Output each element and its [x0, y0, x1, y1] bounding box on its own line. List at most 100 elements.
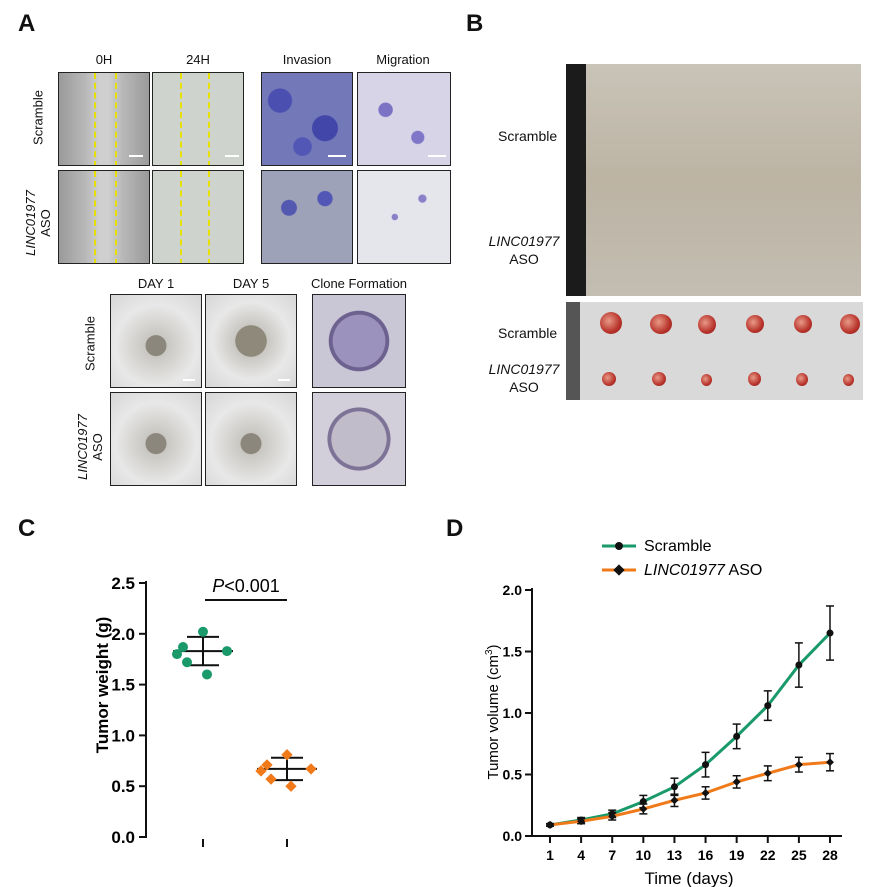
photo-tumors	[566, 302, 863, 400]
invasion-scramble	[261, 72, 353, 166]
header-24h: 24H	[186, 52, 210, 67]
d-y-tick-label: 0.0	[503, 828, 523, 844]
chart-tumor-weight: 0.0 0.5 1.0 1.5 2.0 2.5 Tumor weight (g) P<0.…	[93, 574, 317, 847]
wound-edge	[180, 73, 182, 165]
scale-bar	[129, 155, 143, 157]
d-point	[794, 760, 803, 769]
label-aso-tumors-gene: LINC01977	[488, 361, 560, 377]
c-p-annotation: P<0.001	[212, 576, 280, 596]
migration-aso	[357, 170, 451, 264]
wound-edge	[180, 171, 182, 263]
tumor	[650, 314, 672, 334]
c-y-tick-label: 0.5	[111, 777, 135, 796]
wound-edge	[94, 73, 96, 165]
d-point	[546, 820, 554, 829]
c-y-axis-label: Tumor weight (g)	[93, 617, 112, 754]
d-point	[733, 732, 741, 740]
tumor	[602, 372, 616, 386]
row-label-aso-suffix-2: ASO	[90, 433, 105, 461]
invasion-aso	[261, 170, 353, 264]
d-y-axis-label: Tumor volume (cm3)	[484, 644, 502, 779]
wound-edge	[115, 73, 117, 165]
c-p-italic: P	[212, 576, 224, 596]
tumor	[701, 374, 712, 386]
spheroid-day1-aso	[110, 392, 202, 486]
d-x-tick-label: 13	[667, 847, 683, 863]
c-point	[265, 773, 277, 785]
d-x-tick-label: 22	[760, 847, 776, 863]
legend-text-aso-suffix: ASO	[725, 562, 762, 579]
d-x-tick-label: 4	[577, 847, 585, 863]
wound-24h-aso	[152, 170, 244, 264]
row-label-scramble-2: Scramble	[82, 316, 98, 371]
d-x-tick-label: 1	[546, 847, 554, 863]
wound-edge	[208, 171, 210, 263]
tumor	[698, 315, 716, 334]
tumor	[652, 372, 666, 386]
scale-bar	[225, 155, 239, 157]
header-clone-formation: Clone Formation	[310, 276, 408, 291]
spheroid-day5-aso	[205, 392, 297, 486]
row-label-aso-suffix: ASO	[38, 209, 53, 237]
legend-text-aso: LINC01977 ASO	[644, 562, 762, 579]
row-label-aso: LINC01977 ASO	[23, 173, 53, 273]
wound-24h-scramble	[152, 72, 244, 166]
d-point	[701, 788, 710, 797]
d-y-tick-label: 1.0	[503, 705, 523, 721]
c-marks	[172, 626, 317, 792]
tumor	[840, 314, 860, 334]
header-day5: DAY 5	[232, 276, 270, 291]
legend-text-aso-gene: LINC01977	[644, 562, 726, 579]
c-axes: 0.0 0.5 1.0 1.5 2.0 2.5	[111, 574, 288, 847]
legend-marker-scramble	[615, 542, 623, 550]
header-invasion: Invasion	[282, 52, 332, 67]
chart-tumor-volume: Scramble LINC01977 ASO 0.0 0.5 1.0 1.5 2.0 1 4…	[484, 538, 842, 887]
label-aso-mice: LINC01977 ASO	[486, 232, 562, 268]
c-point	[198, 626, 208, 637]
c-point	[178, 642, 188, 653]
d-ylabel-end: )	[485, 644, 502, 649]
clone-aso	[312, 392, 406, 486]
c-point	[172, 649, 182, 660]
d-y-tick-label: 2.0	[503, 582, 523, 598]
tumor	[796, 373, 808, 386]
d-series-line	[549, 760, 831, 827]
tumor	[843, 374, 854, 386]
c-point	[305, 763, 317, 775]
d-point	[826, 629, 834, 637]
d-x-axis-label: Time (days)	[644, 869, 733, 887]
row-label-scramble: Scramble	[30, 90, 46, 145]
panel-label-b: B	[466, 10, 484, 37]
c-point	[285, 780, 297, 792]
tumor	[748, 372, 761, 386]
label-scramble-tumors: Scramble	[498, 325, 558, 341]
header-0h: 0H	[95, 52, 113, 67]
d-point	[732, 777, 741, 786]
row-label-aso-gene-2: LINC01977	[75, 414, 90, 480]
spheroid-day5-scramble	[205, 294, 297, 388]
d-point	[795, 661, 803, 669]
d-point	[764, 702, 772, 710]
d-x-tick-label: 16	[698, 847, 714, 863]
header-day1: DAY 1	[137, 276, 175, 291]
label-scramble-mice: Scramble	[498, 128, 558, 144]
label-aso-mice-suffix: ASO	[509, 251, 539, 267]
d-axes: 0.0 0.5 1.0 1.5 2.0 1 4 7 10 13 16 19 22 25 28	[503, 582, 842, 863]
scale-bar	[328, 155, 346, 157]
header-migration: Migration	[376, 52, 430, 67]
d-marks	[546, 605, 834, 829]
label-aso-mice-gene: LINC01977	[488, 233, 560, 249]
panel-label-a: A	[18, 10, 36, 37]
label-aso-tumors-suffix: ASO	[509, 379, 539, 395]
d-point	[639, 804, 648, 813]
d-series-line	[549, 632, 832, 827]
d-x-tick-label: 19	[729, 847, 745, 863]
scale-bar	[278, 379, 290, 381]
tumor	[746, 315, 764, 333]
legend-marker-aso	[613, 564, 625, 576]
row-label-aso-2: LINC01977 ASO	[75, 397, 105, 497]
c-point	[202, 669, 212, 680]
legend-text-scramble: Scramble	[644, 538, 712, 555]
d-ylabel-sup: 3	[484, 649, 495, 655]
clone-scramble	[312, 294, 406, 388]
